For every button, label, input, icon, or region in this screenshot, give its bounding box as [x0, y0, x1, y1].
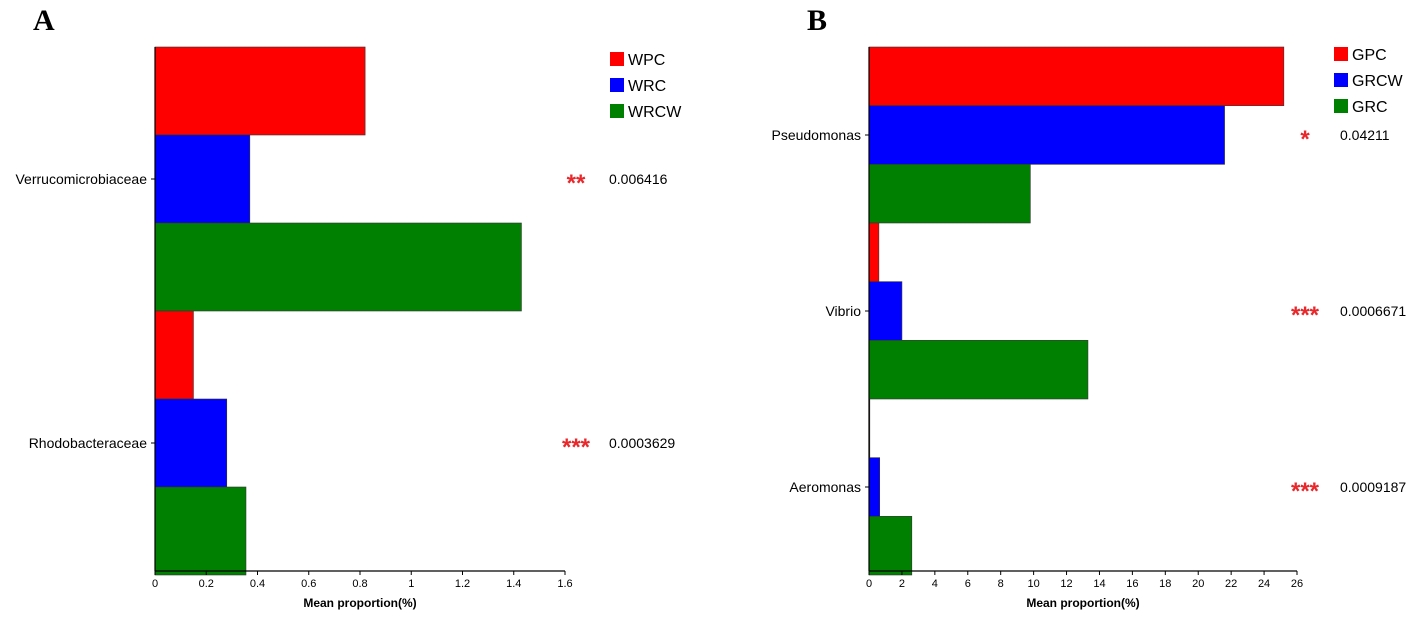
x-tick-label: 0.4 [250, 578, 265, 590]
legend-label-wpc: WPC [628, 52, 665, 69]
category-label: Vibrio [825, 303, 861, 319]
legend: GPC GRCW GRC [1334, 47, 1404, 116]
x-tick-label: 22 [1225, 578, 1237, 590]
x-tick-label: 10 [1027, 578, 1039, 590]
panel-letter: A [33, 4, 55, 37]
x-tick-label: 18 [1159, 578, 1171, 590]
significance-stars: *** [1291, 478, 1320, 505]
significance-stars: *** [562, 434, 591, 461]
x-tick-label: 16 [1126, 578, 1138, 590]
x-tick-label: 4 [932, 578, 938, 590]
significance-stars: * [1300, 126, 1310, 153]
bar-grcw-aeromonas [868, 457, 880, 517]
x-tick-label: 0 [152, 578, 158, 590]
category-label: Verrucomicrobiaceae [15, 171, 147, 187]
legend-swatch-grc [1334, 99, 1348, 113]
category-label: Rhodobacteraceae [29, 435, 148, 451]
x-tick-label: 26 [1291, 578, 1303, 590]
legend: WPC WRC WRCW [610, 52, 682, 121]
x-tick-label: 1 [408, 578, 414, 590]
x-axis-title: Mean proportion(%) [1026, 596, 1139, 610]
bar-wrc-verrucomicrobiaceae [154, 134, 251, 224]
bar-wpc-rhodobacteraceae [154, 310, 194, 400]
bar-wrcw-rhodobacteraceae [154, 486, 247, 576]
panel-a: A Verrucomicrobiaceae ** 0.006416 Rhodobacte… [15, 4, 682, 610]
x-tick-label: 0.2 [199, 578, 214, 590]
p-value: 0.006416 [609, 171, 668, 187]
p-value: 0.0009187 [1340, 479, 1406, 495]
legend-label-grc: GRC [1352, 99, 1388, 116]
x-tick-label: 2 [899, 578, 905, 590]
legend-label-grcw: GRCW [1352, 73, 1404, 90]
x-tick-label: 8 [998, 578, 1004, 590]
x-axis-title: Mean proportion(%) [303, 596, 416, 610]
x-tick-label: 6 [965, 578, 971, 590]
x-tick-label: 1.4 [506, 578, 521, 590]
significance-stars: *** [1291, 302, 1320, 329]
bar-grcw-vibrio [868, 281, 903, 341]
x-tick-label: 12 [1060, 578, 1072, 590]
p-value: 0.0006671 [1340, 303, 1406, 319]
legend-swatch-wrc [610, 78, 624, 92]
p-value: 0.0003629 [609, 435, 675, 451]
x-tick-label: 20 [1192, 578, 1204, 590]
bar-gpc-pseudomonas [868, 46, 1285, 106]
p-value: 0.04211 [1340, 127, 1390, 143]
panel-b: B Pseudomonas * 0.04211 Vibrio *** 0.0006671 Ae… [771, 4, 1406, 610]
legend-label-wrcw: WRCW [628, 104, 682, 121]
x-tick-label: 0 [866, 578, 872, 590]
x-tick-label: 0.6 [301, 578, 316, 590]
x-tick-label: 24 [1258, 578, 1270, 590]
legend-swatch-wpc [610, 52, 624, 66]
bar-wrcw-verrucomicrobiaceae [154, 222, 522, 312]
x-tick-label: 1.6 [557, 578, 572, 590]
bar-wpc-verrucomicrobiaceae [154, 46, 366, 136]
legend-swatch-grcw [1334, 73, 1348, 87]
bar-wrc-rhodobacteraceae [154, 398, 228, 488]
legend-label-gpc: GPC [1352, 47, 1387, 64]
x-tick-label: 0.8 [352, 578, 367, 590]
category-label: Aeromonas [789, 479, 861, 495]
bar-gpc-vibrio [868, 222, 880, 282]
legend-swatch-wrcw [610, 104, 624, 118]
legend-swatch-gpc [1334, 47, 1348, 61]
significance-stars: ** [567, 170, 586, 197]
bar-grcw-pseudomonas [868, 105, 1225, 165]
bar-grc-aeromonas [868, 516, 913, 576]
x-tick-label: 14 [1093, 578, 1105, 590]
bar-grc-vibrio [868, 340, 1089, 400]
bar-grc-pseudomonas [868, 164, 1031, 224]
panel-letter: B [807, 4, 827, 37]
x-tick-label: 1.2 [455, 578, 470, 590]
category-label: Pseudomonas [771, 127, 861, 143]
legend-label-wrc: WRC [628, 78, 666, 95]
